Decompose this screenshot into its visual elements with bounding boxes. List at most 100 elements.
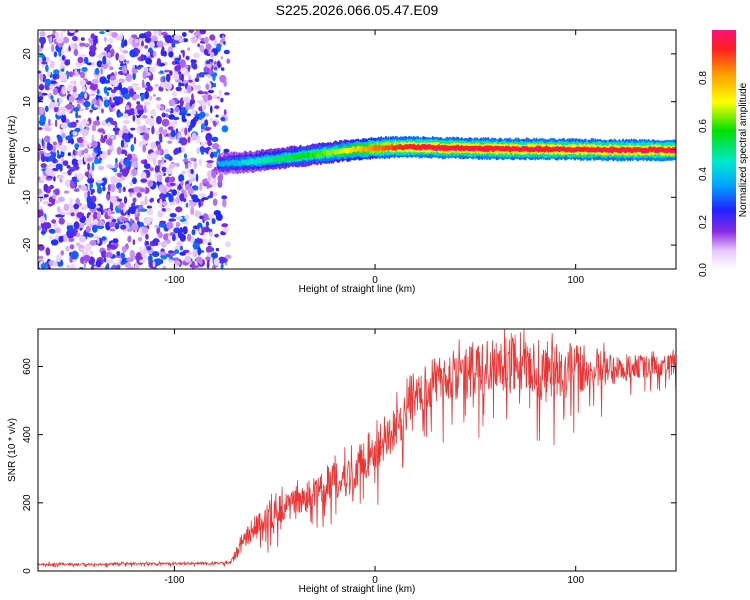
noise-blob xyxy=(95,205,100,209)
noise-blob xyxy=(116,146,122,155)
noise-blob xyxy=(65,245,70,252)
noise-blob xyxy=(138,37,146,42)
noise-blob xyxy=(38,225,42,231)
noise-blob xyxy=(190,59,197,63)
noise-blob xyxy=(89,45,97,52)
noise-blob xyxy=(203,48,209,56)
noise-blob xyxy=(194,30,202,37)
noise-blob xyxy=(55,200,60,204)
spectrogram-y-label: Frequency (Hz) xyxy=(7,116,18,185)
noise-blob xyxy=(38,123,41,128)
noise-blob xyxy=(205,132,213,142)
noise-blob xyxy=(89,109,93,113)
noise-blob xyxy=(123,113,129,119)
noise-blob xyxy=(223,40,226,46)
noise-blob xyxy=(188,178,192,185)
colorbar-scale xyxy=(712,30,736,270)
noise-blob xyxy=(102,185,106,192)
noise-blob xyxy=(65,104,73,110)
noise-blob xyxy=(67,84,74,92)
noise-blob xyxy=(58,235,64,243)
noise-blob xyxy=(60,68,65,72)
noise-blob xyxy=(199,193,207,197)
noise-blob xyxy=(124,159,132,167)
noise-blob xyxy=(107,79,110,84)
noise-blob xyxy=(159,251,167,256)
noise-blob xyxy=(112,78,119,87)
noise-blob xyxy=(153,158,157,166)
noise-blob xyxy=(73,221,80,230)
noise-blob xyxy=(38,211,41,216)
noise-blob xyxy=(191,194,198,200)
noise-blob xyxy=(177,189,180,198)
noise-blob xyxy=(82,118,87,124)
noise-blob xyxy=(38,210,44,217)
noise-blob xyxy=(181,147,186,153)
noise-blob xyxy=(52,167,59,172)
noise-blob xyxy=(75,242,81,247)
noise-blob xyxy=(140,54,145,62)
noise-blob xyxy=(86,120,89,125)
noise-blob xyxy=(160,31,168,36)
noise-blob xyxy=(153,30,158,36)
noise-blob xyxy=(146,246,152,251)
noise-blob xyxy=(100,67,103,75)
noise-blob xyxy=(101,250,107,258)
noise-blob xyxy=(49,36,53,44)
noise-blob xyxy=(49,235,52,240)
x-tick-label: 100 xyxy=(567,575,584,586)
noise-blob xyxy=(117,172,123,178)
noise-blob xyxy=(154,165,160,173)
noise-blob xyxy=(176,240,183,247)
noise-blob xyxy=(151,126,155,135)
noise-blob xyxy=(163,148,169,155)
noise-blob xyxy=(135,216,139,221)
noise-blob xyxy=(178,134,182,139)
noise-blob xyxy=(74,172,77,177)
noise-blob xyxy=(110,89,117,94)
noise-blob xyxy=(82,140,88,144)
noise-blob xyxy=(105,251,113,258)
noise-blob xyxy=(64,59,70,66)
noise-blob xyxy=(120,224,127,230)
frequency-ridge xyxy=(216,135,676,176)
noise-blob xyxy=(63,203,70,212)
noise-blob xyxy=(161,240,166,248)
noise-blob xyxy=(188,74,192,82)
noise-blob xyxy=(71,158,78,166)
noise-blob xyxy=(38,205,43,210)
noise-blob xyxy=(219,89,222,96)
noise-blob xyxy=(204,126,211,131)
noise-blob xyxy=(159,138,163,143)
noise-blob xyxy=(212,143,220,150)
noise-blob xyxy=(84,92,88,99)
noise-blob xyxy=(53,51,58,58)
noise-blob xyxy=(46,71,51,76)
noise-blob xyxy=(114,70,118,78)
noise-blob xyxy=(75,150,78,156)
noise-blob xyxy=(205,84,210,90)
noise-blob xyxy=(136,65,142,70)
noise-blob xyxy=(149,41,155,48)
noise-blob xyxy=(81,149,85,156)
noise-blob xyxy=(223,109,227,116)
noise-blob xyxy=(156,103,161,110)
noise-blob xyxy=(38,91,43,97)
noise-blob xyxy=(130,161,137,167)
noise-blob xyxy=(156,176,161,182)
noise-blob xyxy=(216,60,221,68)
noise-blob xyxy=(111,32,118,38)
noise-blob xyxy=(180,245,183,251)
noise-blob xyxy=(146,31,152,38)
noise-blob xyxy=(186,47,191,51)
noise-blob xyxy=(187,136,191,143)
noise-blob xyxy=(169,213,177,218)
noise-blob xyxy=(194,186,198,191)
noise-blob xyxy=(164,34,173,44)
noise-blob xyxy=(165,82,173,90)
noise-blob xyxy=(149,95,153,101)
noise-blob xyxy=(187,233,192,242)
noise-blob xyxy=(162,201,168,207)
